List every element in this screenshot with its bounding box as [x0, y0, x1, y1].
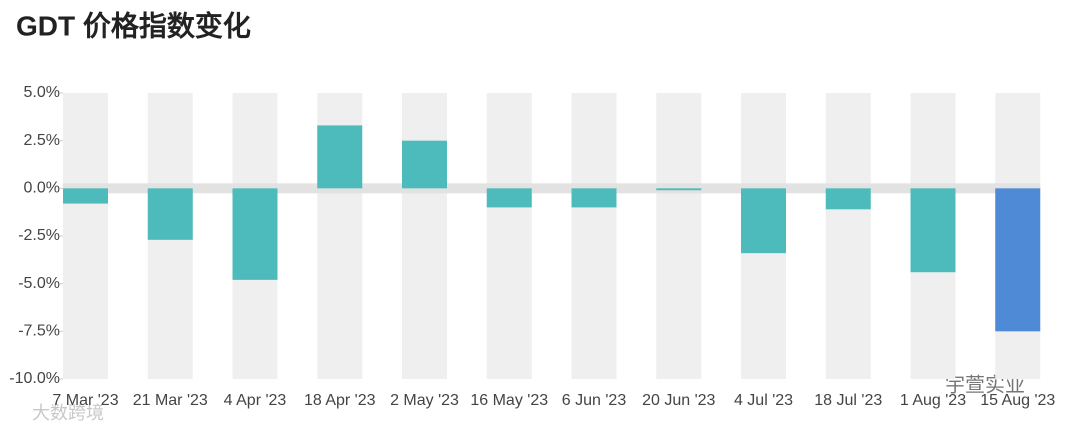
bar [741, 188, 786, 254]
chart-title: GDT 价格指数变化 [16, 9, 251, 41]
bar [232, 188, 278, 280]
bar [910, 188, 956, 273]
column-bg [656, 93, 702, 379]
watermark: 大数跨境 [32, 403, 104, 423]
y-tick-label: -10.0% [9, 370, 60, 387]
x-tick-label: 18 Jul '23 [814, 392, 883, 409]
bar [486, 188, 532, 208]
x-tick-label: 6 Jun '23 [561, 392, 627, 409]
column-bg [486, 93, 532, 379]
bar [825, 188, 871, 210]
column-bg [63, 93, 108, 379]
y-tick-label: -5.0% [18, 275, 60, 292]
x-tick-label: 15 Aug '23 [980, 392, 1056, 409]
bar [995, 188, 1041, 332]
bar [147, 188, 193, 240]
x-tick-label: 18 Apr '23 [303, 392, 376, 409]
x-tick-label: 1 Aug '23 [899, 392, 967, 409]
y-tick-label: 2.5% [24, 132, 60, 149]
bar [402, 140, 447, 189]
x-tick-label: 21 Mar '23 [132, 392, 208, 409]
zero-band [63, 183, 1041, 194]
y-tick-label: -7.5% [18, 323, 60, 340]
y-tick-label: 5.0% [24, 84, 60, 101]
x-tick-label: 4 Apr '23 [223, 392, 287, 409]
column-bg [402, 93, 447, 379]
x-tick-label: 2 May '23 [390, 392, 459, 409]
bar [317, 125, 363, 189]
bar [656, 188, 702, 191]
x-tick-label: 16 May '23 [470, 392, 549, 409]
y-tick-label: -2.5% [18, 227, 60, 244]
bar [63, 188, 108, 204]
column-bg [571, 93, 617, 379]
x-tick-label: 20 Jun '23 [642, 392, 716, 409]
column-bg [825, 93, 871, 379]
x-tick-label: 4 Jul '23 [733, 392, 794, 409]
x-tick-label: 7 Mar '23 [52, 392, 119, 409]
watermark: 宇萱实业 [945, 373, 1025, 396]
bar [571, 188, 617, 208]
y-tick-label: 0.0% [24, 180, 60, 197]
